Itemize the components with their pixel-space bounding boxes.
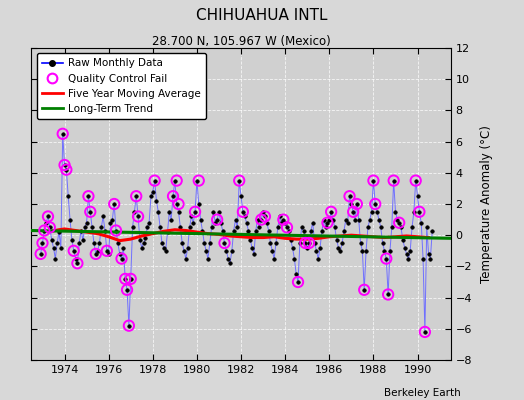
Point [349, 209, 357, 215]
Point [125, 322, 133, 329]
Point [213, 216, 221, 223]
Point [59, 130, 67, 137]
Point [261, 213, 269, 220]
Point [323, 220, 332, 226]
Point [62, 166, 71, 173]
Point [132, 193, 140, 199]
Point [294, 279, 302, 285]
Point [37, 251, 45, 257]
Point [150, 177, 159, 184]
Point [353, 201, 361, 207]
Point [110, 201, 118, 207]
Point [40, 227, 49, 234]
Point [191, 209, 199, 215]
Point [257, 216, 266, 223]
Legend: Raw Monthly Data, Quality Control Fail, Five Year Moving Average, Long-Term Tren: Raw Monthly Data, Quality Control Fail, … [37, 53, 206, 119]
Point [44, 213, 52, 220]
Point [415, 209, 423, 215]
Point [123, 286, 131, 293]
Y-axis label: Temperature Anomaly (°C): Temperature Anomaly (°C) [481, 125, 493, 283]
Point [92, 251, 100, 257]
Point [103, 248, 111, 254]
Point [371, 201, 379, 207]
Point [301, 240, 310, 246]
Point [369, 177, 378, 184]
Point [38, 240, 47, 246]
Point [238, 209, 247, 215]
Point [134, 213, 142, 220]
Point [384, 291, 392, 298]
Point [60, 162, 69, 168]
Text: CHIHUAHUA INTL: CHIHUAHUA INTL [196, 8, 328, 23]
Point [345, 193, 354, 199]
Point [86, 209, 94, 215]
Point [126, 276, 135, 282]
Point [169, 193, 177, 199]
Text: Berkeley Earth: Berkeley Earth [385, 388, 461, 398]
Point [327, 209, 335, 215]
Point [112, 227, 120, 234]
Point [411, 177, 420, 184]
Point [389, 177, 398, 184]
Point [121, 276, 129, 282]
Point [382, 255, 390, 262]
Point [395, 220, 403, 226]
Point [84, 193, 93, 199]
Point [70, 248, 78, 254]
Point [305, 240, 313, 246]
Point [360, 286, 368, 293]
Point [46, 224, 54, 230]
Point [279, 216, 288, 223]
Point [235, 177, 244, 184]
Title: 28.700 N, 105.967 W (Mexico): 28.700 N, 105.967 W (Mexico) [151, 35, 331, 48]
Point [174, 201, 183, 207]
Point [220, 240, 228, 246]
Point [194, 177, 203, 184]
Point [421, 329, 429, 335]
Point [283, 224, 291, 230]
Point [73, 260, 82, 266]
Point [117, 255, 126, 262]
Point [172, 177, 181, 184]
